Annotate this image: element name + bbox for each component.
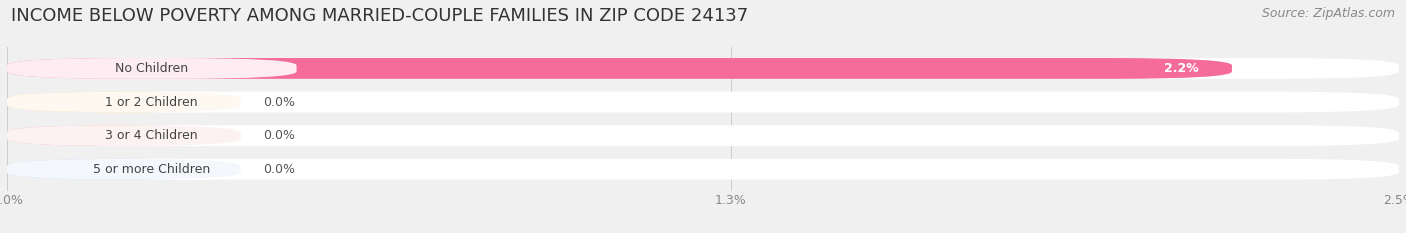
Text: 0.0%: 0.0% [263,96,295,109]
FancyBboxPatch shape [7,125,1399,146]
FancyBboxPatch shape [7,159,240,180]
FancyBboxPatch shape [7,58,297,79]
Text: 1 or 2 Children: 1 or 2 Children [105,96,198,109]
FancyBboxPatch shape [7,92,297,113]
Text: 2.2%: 2.2% [1164,62,1198,75]
FancyBboxPatch shape [7,159,1399,180]
Text: 5 or more Children: 5 or more Children [93,163,211,176]
FancyBboxPatch shape [7,92,1399,113]
Text: 0.0%: 0.0% [263,163,295,176]
FancyBboxPatch shape [7,92,240,113]
FancyBboxPatch shape [7,58,1232,79]
FancyBboxPatch shape [7,58,1399,79]
Text: 0.0%: 0.0% [263,129,295,142]
FancyBboxPatch shape [7,159,297,180]
Text: INCOME BELOW POVERTY AMONG MARRIED-COUPLE FAMILIES IN ZIP CODE 24137: INCOME BELOW POVERTY AMONG MARRIED-COUPL… [11,7,748,25]
Text: 3 or 4 Children: 3 or 4 Children [105,129,198,142]
Text: No Children: No Children [115,62,188,75]
Text: Source: ZipAtlas.com: Source: ZipAtlas.com [1261,7,1395,20]
FancyBboxPatch shape [7,125,240,146]
FancyBboxPatch shape [7,125,297,146]
